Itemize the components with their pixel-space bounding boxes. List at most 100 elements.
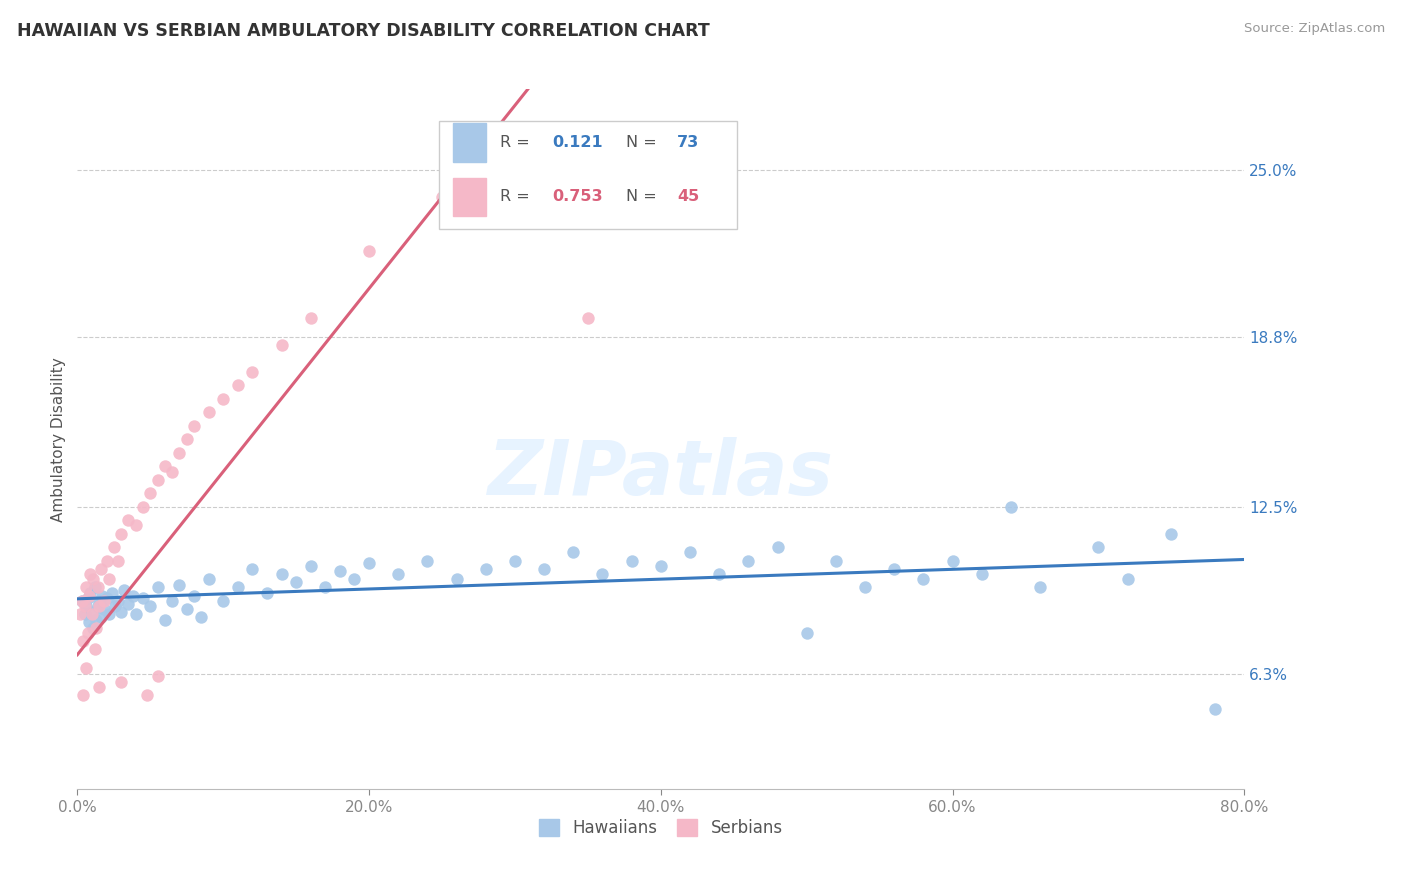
Point	[357, 244, 380, 258]
Point	[160, 465, 183, 479]
Point	[176, 602, 198, 616]
Point	[242, 561, 264, 575]
Point	[430, 190, 453, 204]
Point	[197, 405, 219, 419]
Point	[357, 556, 380, 570]
Text: ZIPatlas: ZIPatlas	[488, 437, 834, 511]
Point	[329, 564, 352, 578]
Point	[132, 500, 155, 514]
Point	[212, 392, 235, 406]
Point	[79, 566, 101, 581]
FancyBboxPatch shape	[439, 120, 737, 229]
Point	[103, 540, 125, 554]
Point	[89, 594, 111, 608]
Point	[82, 573, 104, 587]
Point	[620, 553, 643, 567]
Point	[117, 597, 139, 611]
Text: N =: N =	[626, 189, 662, 204]
Point	[562, 545, 585, 559]
Point	[299, 311, 322, 326]
Point	[190, 610, 212, 624]
Point	[766, 540, 789, 554]
Point	[84, 613, 107, 627]
Point	[73, 599, 96, 614]
Point	[110, 605, 132, 619]
Point	[124, 607, 148, 622]
Point	[1116, 573, 1139, 587]
Point	[124, 518, 148, 533]
Point	[1029, 581, 1052, 595]
Point	[76, 591, 98, 606]
Point	[89, 599, 111, 614]
Point	[942, 553, 965, 567]
Point	[416, 553, 439, 567]
Point	[73, 607, 96, 622]
Point	[112, 583, 135, 598]
Point	[121, 589, 143, 603]
Point	[343, 573, 366, 587]
Point	[110, 674, 132, 689]
Point	[1087, 540, 1109, 554]
Point	[76, 626, 98, 640]
Point	[285, 575, 308, 590]
Point	[169, 446, 191, 460]
Point	[226, 581, 249, 595]
Point	[93, 602, 115, 616]
Point	[146, 669, 169, 683]
Point	[242, 365, 264, 379]
Point	[80, 607, 103, 622]
FancyBboxPatch shape	[453, 123, 486, 162]
Point	[169, 578, 191, 592]
Text: 0.121: 0.121	[553, 136, 603, 150]
Point	[533, 561, 555, 575]
Point	[576, 311, 599, 326]
Point	[80, 605, 103, 619]
Point	[83, 642, 105, 657]
Point	[970, 566, 993, 581]
Point	[70, 594, 93, 608]
FancyBboxPatch shape	[453, 178, 486, 216]
Point	[82, 621, 104, 635]
Point	[132, 591, 155, 606]
Text: Source: ZipAtlas.com: Source: ZipAtlas.com	[1244, 22, 1385, 36]
Point	[824, 553, 846, 567]
Point	[1160, 526, 1182, 541]
Point	[75, 599, 97, 614]
Point	[146, 473, 169, 487]
Point	[75, 581, 97, 595]
Point	[146, 581, 169, 595]
Point	[883, 561, 905, 575]
Point	[912, 573, 935, 587]
Point	[75, 661, 97, 675]
Point	[212, 594, 235, 608]
Point	[1204, 701, 1226, 715]
Point	[709, 566, 731, 581]
Point	[160, 594, 183, 608]
Point	[737, 553, 759, 567]
Point	[107, 594, 129, 608]
Point	[77, 589, 100, 603]
Point	[650, 558, 672, 573]
Point	[183, 589, 205, 603]
Point	[226, 378, 249, 392]
Point	[270, 566, 292, 581]
Point	[104, 599, 127, 614]
Point	[84, 621, 107, 635]
Point	[475, 561, 498, 575]
Text: HAWAIIAN VS SERBIAN AMBULATORY DISABILITY CORRELATION CHART: HAWAIIAN VS SERBIAN AMBULATORY DISABILIT…	[17, 22, 710, 40]
Point	[90, 561, 112, 575]
Point	[87, 599, 110, 614]
Point	[98, 607, 121, 622]
Point	[107, 553, 129, 567]
Y-axis label: Ambulatory Disability: Ambulatory Disability	[51, 357, 66, 522]
Point	[136, 688, 159, 702]
Point	[72, 634, 94, 648]
Point	[197, 573, 219, 587]
Point	[176, 433, 198, 447]
Point	[77, 615, 100, 630]
Point	[87, 581, 110, 595]
Point	[153, 459, 176, 474]
Text: 45: 45	[678, 189, 699, 204]
Point	[1000, 500, 1022, 514]
Point	[503, 553, 526, 567]
